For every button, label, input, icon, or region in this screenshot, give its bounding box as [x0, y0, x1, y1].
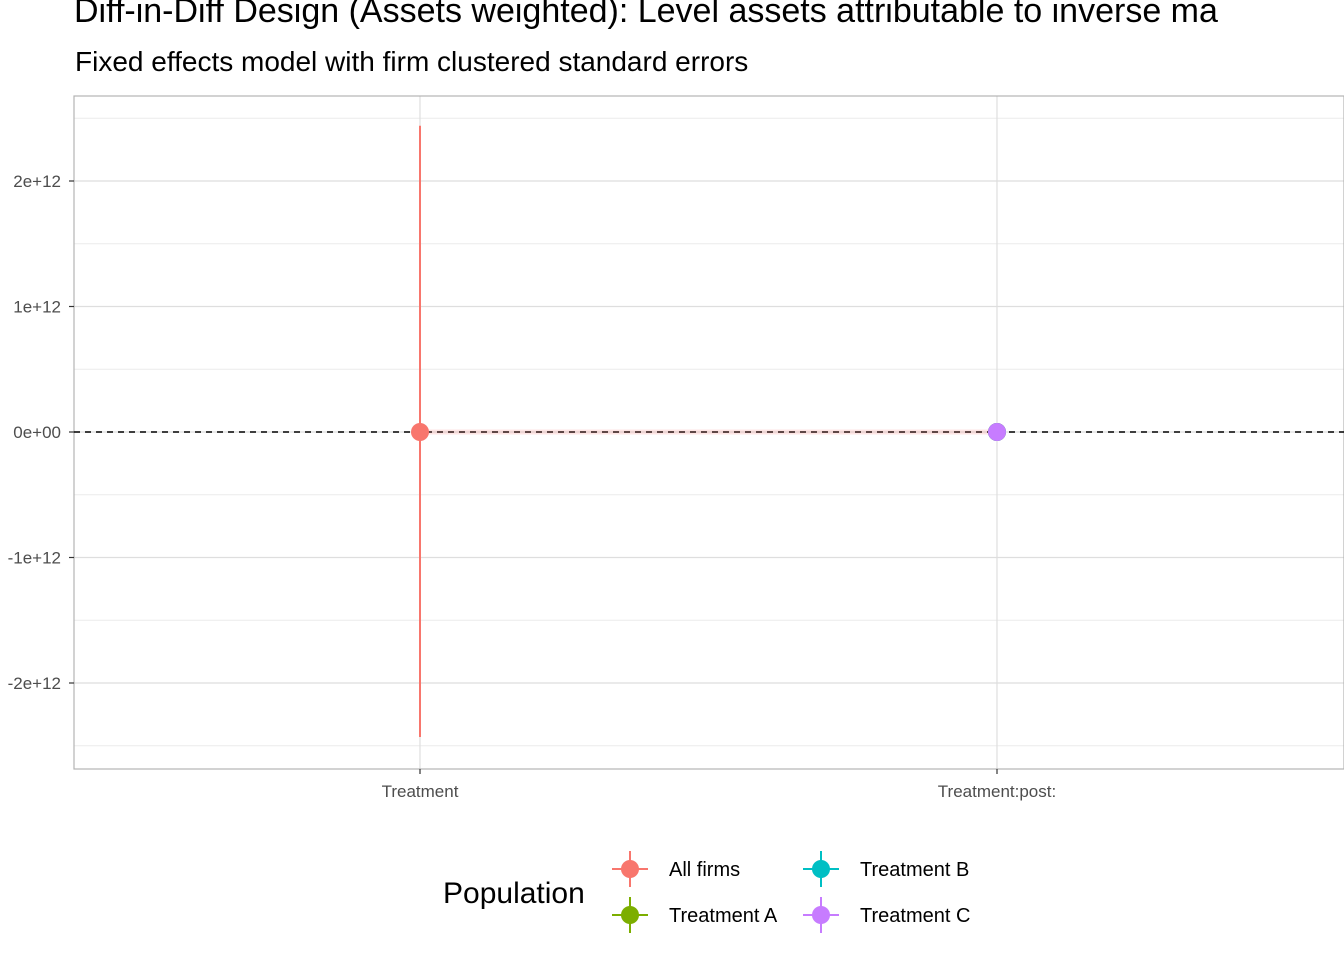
y-tick-label: -2e+12: [8, 674, 61, 693]
legend: Population All firms Treatment A Treatment…: [443, 851, 970, 933]
legend-label: All firms: [669, 859, 740, 881]
chart-title: Diff-in-Diff Design (Assets weighted): L…: [74, 0, 1218, 30]
point-estimate: [411, 423, 429, 441]
chart-subtitle: Fixed effects model with firm clustered …: [75, 46, 749, 77]
y-tick-label: -1e+12: [8, 549, 61, 568]
legend-label: Treatment B: [860, 859, 969, 881]
legend-key-point: [812, 860, 830, 878]
data-marks: [411, 125, 1006, 737]
y-tick-label: 0e+00: [13, 423, 61, 442]
legend-title: Population: [443, 877, 585, 910]
y-tick-label: 2e+12: [13, 172, 61, 191]
legend-label: Treatment C: [860, 905, 970, 927]
x-tick-label: Treatment: [382, 782, 459, 801]
x-axis: Treatment Treatment:post:: [382, 769, 1056, 801]
point-estimate: [988, 423, 1006, 441]
y-tick-label: 1e+12: [13, 298, 61, 317]
legend-key-point: [812, 906, 830, 924]
x-tick-label: Treatment:post:: [938, 782, 1056, 801]
legend-key-point: [621, 860, 639, 878]
y-axis: 2e+12 1e+12 0e+00 -1e+12 -2e+12: [8, 172, 74, 693]
legend-label: Treatment A: [669, 905, 778, 927]
legend-key-point: [621, 906, 639, 924]
